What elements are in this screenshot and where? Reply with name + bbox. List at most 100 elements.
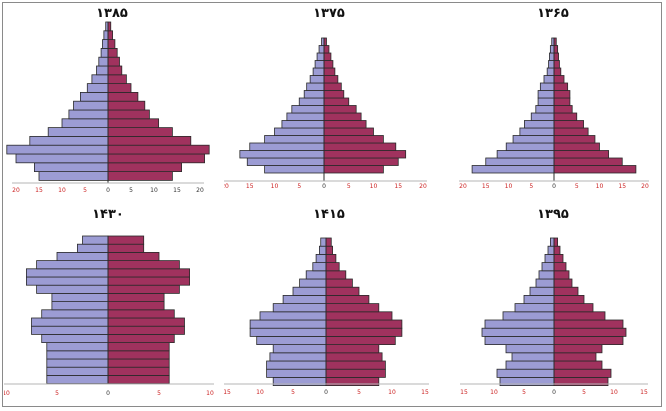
bar-right-30-34 <box>553 120 584 129</box>
figure-frame <box>2 2 662 407</box>
pyramid-panel-1395: ۱۳۹۵ 15 10 5 0 5 10 15 <box>448 202 658 406</box>
bar-right-20-24 <box>553 135 596 144</box>
bar-right-65-69 <box>553 270 570 280</box>
x-tick-label: 5 <box>83 187 87 194</box>
x-tick-label: 20 <box>12 187 20 194</box>
bar-left-25-29 <box>41 333 109 343</box>
x-tick-label: 0 <box>552 183 556 190</box>
bar-right-10-14 <box>325 360 386 370</box>
bar-left-25-29 <box>484 335 555 345</box>
bar-right-85+ <box>107 235 145 245</box>
bar-left-15-19 <box>46 350 109 360</box>
bar-left-80-84 <box>318 45 325 54</box>
bar-right-30-34 <box>107 118 159 129</box>
bar-left-45-49 <box>51 301 109 311</box>
bar-left-65-69 <box>546 67 555 76</box>
bar-left-85+ <box>82 235 109 245</box>
bar-right-65-69 <box>107 268 190 278</box>
chart-title: ۱۴۳۰ <box>92 207 124 222</box>
bar-right-0-4 <box>553 165 637 174</box>
bar-group <box>224 237 429 386</box>
bar-right-25-29 <box>107 333 175 343</box>
bar-right-70-74 <box>553 262 567 272</box>
bar-right-80-84 <box>325 245 333 255</box>
bar-left-65-69 <box>312 67 325 76</box>
bar-left-60-64 <box>96 65 109 76</box>
bar-left-70-74 <box>36 260 109 270</box>
bar-left-50-54 <box>282 295 327 305</box>
bar-left-40-44 <box>291 105 325 114</box>
bar-left-50-54 <box>537 90 555 99</box>
bar-right-5-9 <box>107 162 182 173</box>
bar-right-25-29 <box>553 127 589 136</box>
bar-right-10-14 <box>323 150 407 159</box>
x-tick-label: 5 <box>357 389 361 396</box>
bar-right-45-49 <box>323 97 350 106</box>
x-tick-label: 5 <box>529 183 533 190</box>
x-tick-label: 5 <box>522 389 526 396</box>
bar-left-60-64 <box>299 278 327 288</box>
bar-right-20-24 <box>323 135 384 144</box>
x-tick-label: 15 <box>460 389 468 396</box>
x-tick-label: 0 <box>324 389 328 396</box>
x-tick-label: 10 <box>490 389 498 396</box>
x-tick-label: 10 <box>388 389 396 396</box>
chart-title: ۱۴۱۵ <box>313 207 345 222</box>
bar-left-70-74 <box>312 262 327 272</box>
bar-left-45-49 <box>514 303 555 313</box>
bar-left-65-69 <box>305 270 327 280</box>
bar-left-20-24 <box>29 135 109 146</box>
x-tick-label: 10 <box>610 389 618 396</box>
pyramid-chart-1430: ۱۴۳۰ 10 5 0 5 10 <box>4 207 214 397</box>
bar-right-75-79 <box>553 52 559 61</box>
bar-right-40-44 <box>107 100 146 111</box>
x-tick-label: 10 <box>256 389 264 396</box>
bar-left-35-39 <box>249 319 327 329</box>
bar-left-15-19 <box>269 352 327 362</box>
pyramid-chart-1415: ۱۴۱۵ 15 10 5 0 5 10 15 <box>224 207 429 396</box>
bar-left-60-64 <box>25 276 109 286</box>
bar-left-5-9 <box>266 368 327 378</box>
bar-right-35-39 <box>325 319 403 329</box>
bar-left-55-59 <box>292 286 327 296</box>
bar-right-10-14 <box>553 150 609 159</box>
x-tick-label: 15 <box>618 183 626 190</box>
bar-right-65-69 <box>553 67 562 76</box>
x-tick-label: 10 <box>206 390 214 397</box>
bar-right-0-4 <box>107 171 173 181</box>
chart-title: ۱۳۶۵ <box>537 6 569 21</box>
bar-left-70-74 <box>314 60 325 69</box>
x-tick-label: 20 <box>196 187 204 194</box>
bar-right-85+ <box>325 237 332 247</box>
bar-left-30-34 <box>481 327 555 337</box>
bar-left-20-24 <box>512 135 555 144</box>
tick-labels: 15 10 5 0 5 10 15 <box>224 389 429 396</box>
bar-left-55-59 <box>306 82 325 91</box>
bar-right-60-64 <box>553 75 565 84</box>
chart-title: ۱۳۸۵ <box>96 6 128 21</box>
bar-left-15-19 <box>249 142 325 151</box>
bar-left-65-69 <box>538 270 555 280</box>
bar-right-15-19 <box>325 352 383 362</box>
x-tick-label: 0 <box>106 390 110 397</box>
x-tick-label: 0 <box>552 389 556 396</box>
bar-left-20-24 <box>505 344 555 354</box>
bar-left-10-14 <box>15 153 109 164</box>
bar-left-55-59 <box>91 74 109 85</box>
x-tick-label: 10 <box>271 183 279 190</box>
bar-left-80-84 <box>547 245 555 255</box>
bar-left-75-79 <box>56 252 109 262</box>
bar-right-50-54 <box>553 295 585 305</box>
x-tick-label: 5 <box>582 389 586 396</box>
tick-labels: 20 15 10 5 0 5 10 15 20 <box>224 183 427 190</box>
bar-left-10-14 <box>266 360 327 370</box>
bar-right-60-64 <box>553 278 573 288</box>
bar-left-60-64 <box>543 75 555 84</box>
bar-left-30-34 <box>281 120 325 129</box>
x-tick-label: 5 <box>55 390 59 397</box>
x-tick-label: 0 <box>322 183 326 190</box>
bar-left-35-39 <box>286 112 325 121</box>
bar-left-0-4 <box>46 374 109 384</box>
x-tick-label: 15 <box>35 187 43 194</box>
bar-left-70-74 <box>100 48 109 58</box>
